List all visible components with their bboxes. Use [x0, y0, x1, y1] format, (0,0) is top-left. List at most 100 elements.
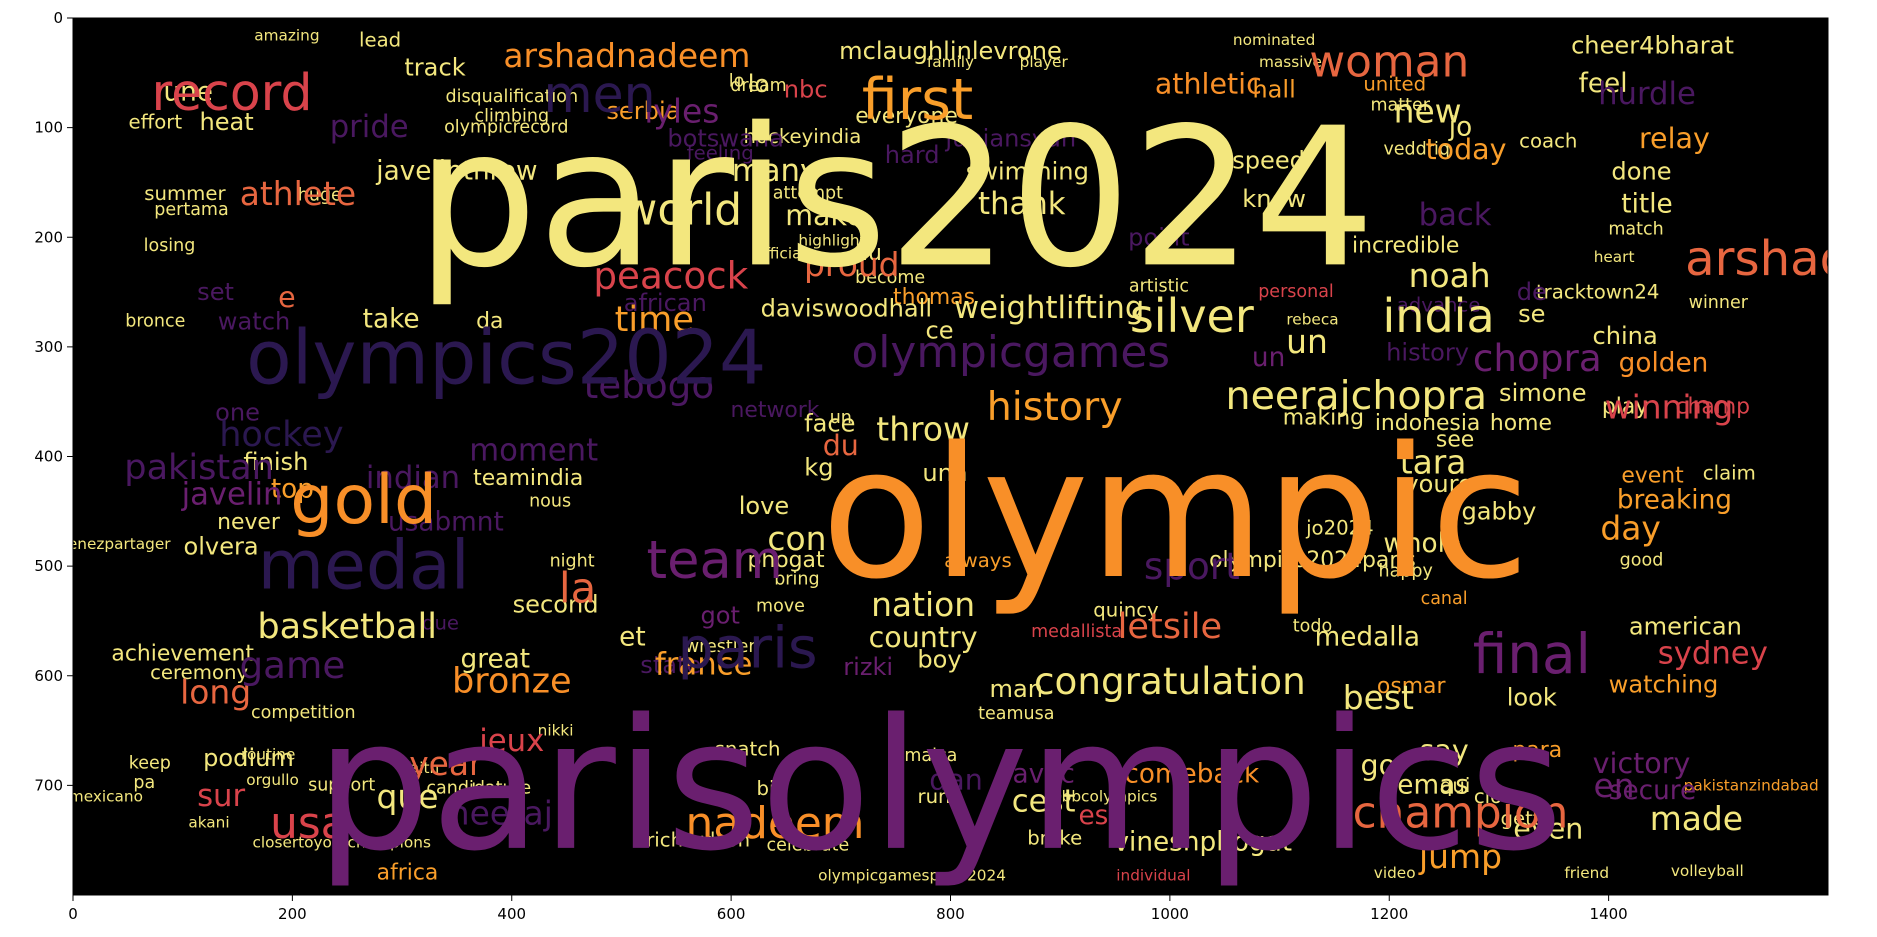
word-game: game [239, 643, 345, 687]
word-indonesia: indonesia [1375, 411, 1481, 436]
word-candidature: candidature [426, 779, 531, 799]
word-bronce: bronce [125, 312, 185, 332]
word-paris2024: paris2024 [416, 87, 1375, 310]
word-making: making [1283, 406, 1364, 431]
word-cest: cest [1012, 784, 1076, 819]
word-claim: claim [1703, 461, 1756, 484]
word-attempt: attempt [773, 183, 843, 203]
word-snatch: snatch [715, 738, 781, 761]
word-france: france [655, 647, 752, 682]
word-tracktown24: tracktown24 [1536, 281, 1660, 304]
word-even: even [1513, 813, 1583, 846]
word-una: una [922, 459, 967, 487]
word-move: move [756, 597, 805, 617]
word-simone: simone [1499, 379, 1587, 407]
word-pakistanzindabad: pakistanzindabad [1684, 776, 1819, 794]
word-closertoyourchampions: closertoyourchampions [252, 833, 430, 851]
word-massive: massive [1259, 53, 1322, 71]
word-long: long [180, 673, 251, 712]
word-arshad: arshad [1685, 231, 1850, 287]
plot-frame [72, 17, 1829, 896]
word-incredible: incredible [1352, 234, 1459, 259]
word-volleyball: volleyball [1671, 862, 1744, 880]
word-akani: akani [188, 814, 229, 832]
word-boy: boy [917, 645, 961, 673]
word-letsile: letsile [1118, 606, 1222, 647]
word-video: video [1374, 864, 1416, 882]
word-avec: avec [1013, 759, 1075, 789]
word-relay: relay [1639, 122, 1710, 155]
word-nation: nation [871, 585, 975, 624]
word-javelinthrow: javelinthrow [375, 157, 537, 187]
word-celebrate: celebrate [767, 836, 850, 856]
word-never: never [217, 510, 280, 535]
word-la: la [559, 564, 596, 613]
word-pa: pa [133, 773, 155, 793]
word-de: de [1517, 278, 1547, 306]
word-finish: finish [243, 448, 308, 476]
word-medalla: medalla [1315, 622, 1420, 652]
word-cio: cio [1474, 785, 1502, 808]
word-speed: speed [1232, 147, 1305, 175]
word-olvera: olvera [184, 532, 259, 560]
word-e: e [278, 281, 296, 314]
word-jump: jump [1418, 837, 1502, 876]
word-swimming: swimming [966, 158, 1089, 186]
word-pertama: pertama [154, 200, 228, 220]
word-pride: pride [330, 110, 409, 145]
word-jeux: jeux [478, 724, 544, 759]
word-un: un [1252, 343, 1285, 373]
word-india: india [1383, 289, 1495, 343]
word-lead: lead [359, 28, 401, 51]
y-tick-label: 700 [34, 776, 63, 794]
word-hockeyindia: hockeyindia [744, 125, 862, 148]
word-huge: huge [298, 186, 342, 206]
x-tick-label: 1200 [1370, 905, 1408, 923]
word-bring: bring [774, 569, 819, 589]
word-official: official [755, 245, 805, 263]
word-ce: ce [925, 316, 953, 344]
x-tick-label: 400 [497, 905, 526, 923]
word-peacock: peacock [593, 254, 748, 298]
word-champ: champ [1676, 395, 1751, 420]
word-victory: victory [1593, 747, 1691, 780]
word-medallista: medallista [1031, 622, 1122, 642]
word-que: que [422, 612, 459, 635]
word-record: record [152, 63, 313, 122]
word-en: en [1594, 766, 1635, 805]
word-indian: indian [366, 461, 460, 496]
word-hard: hard [885, 141, 940, 169]
word-cheer4bharat: cheer4bharat [1571, 31, 1734, 59]
word-great: great [461, 644, 531, 674]
word-second: second [513, 591, 599, 619]
word-time: time [615, 299, 694, 340]
word-history: history [987, 384, 1123, 430]
word-whole: whole [1383, 529, 1461, 559]
word-bronze: bronze [452, 661, 572, 702]
word-athletic: athletic [1155, 67, 1262, 100]
word-medal: medal [258, 527, 470, 606]
word-friend: friend [1564, 864, 1609, 882]
word-orgullo: orgullo [246, 771, 299, 789]
word-botswana: botswana [667, 125, 784, 153]
word-au: au [855, 241, 882, 266]
word-venezpartager: venezpartager [59, 535, 171, 553]
word-con: con [767, 519, 826, 558]
word-arshadnadeem: arshadnadeem [503, 36, 750, 75]
word-veddriq: veddriq [1383, 140, 1450, 160]
word-mclaughlinlevrone: mclaughlinlevrone [839, 37, 1062, 65]
word-personal: personal [1258, 282, 1334, 302]
word-got: got [700, 602, 739, 630]
y-tick-label: 200 [34, 228, 63, 246]
word-gold: gold [290, 461, 437, 540]
word-highlight: highlight [798, 232, 865, 250]
word-vineshphogat: vineshphogat [1113, 827, 1292, 857]
word-rizki: rizki [843, 653, 893, 681]
word-para: para [1512, 738, 1562, 763]
y-tick-label: 300 [34, 338, 63, 356]
word-summer: summer [144, 182, 226, 205]
word-dan: dan [929, 763, 983, 796]
word-country: country [869, 621, 978, 654]
word-lo: lo [748, 70, 769, 98]
word-network: network [731, 398, 820, 423]
